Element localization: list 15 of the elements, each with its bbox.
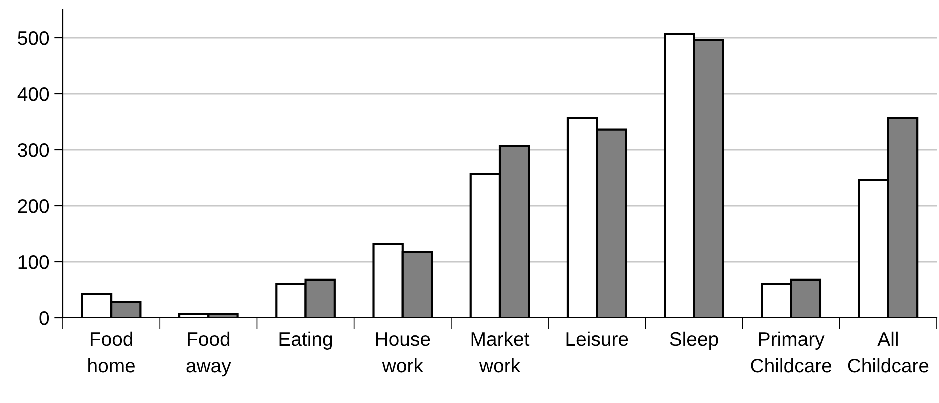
x-tick-label: Sleep bbox=[670, 332, 718, 350]
y-tick-label: 300 bbox=[18, 143, 50, 158]
x-tick-label: Food away bbox=[186, 332, 232, 377]
y-tick-label: 500 bbox=[18, 31, 50, 46]
y-tick-label: 100 bbox=[18, 255, 50, 270]
x-tick-label: Food home bbox=[88, 332, 136, 373]
y-tick-label: 0 bbox=[40, 311, 50, 326]
x-tick-label: All Childcare bbox=[848, 332, 929, 373]
x-tick-label: Leisure bbox=[566, 332, 628, 346]
x-tick-label: Eating bbox=[280, 332, 332, 350]
x-tick-label: Primary Childcare bbox=[751, 332, 832, 373]
x-tick-label: House work bbox=[376, 332, 430, 373]
x-tick-label: Market work bbox=[472, 332, 530, 373]
y-tick-label: 400 bbox=[18, 87, 50, 102]
y-tick-label: 200 bbox=[18, 199, 50, 214]
